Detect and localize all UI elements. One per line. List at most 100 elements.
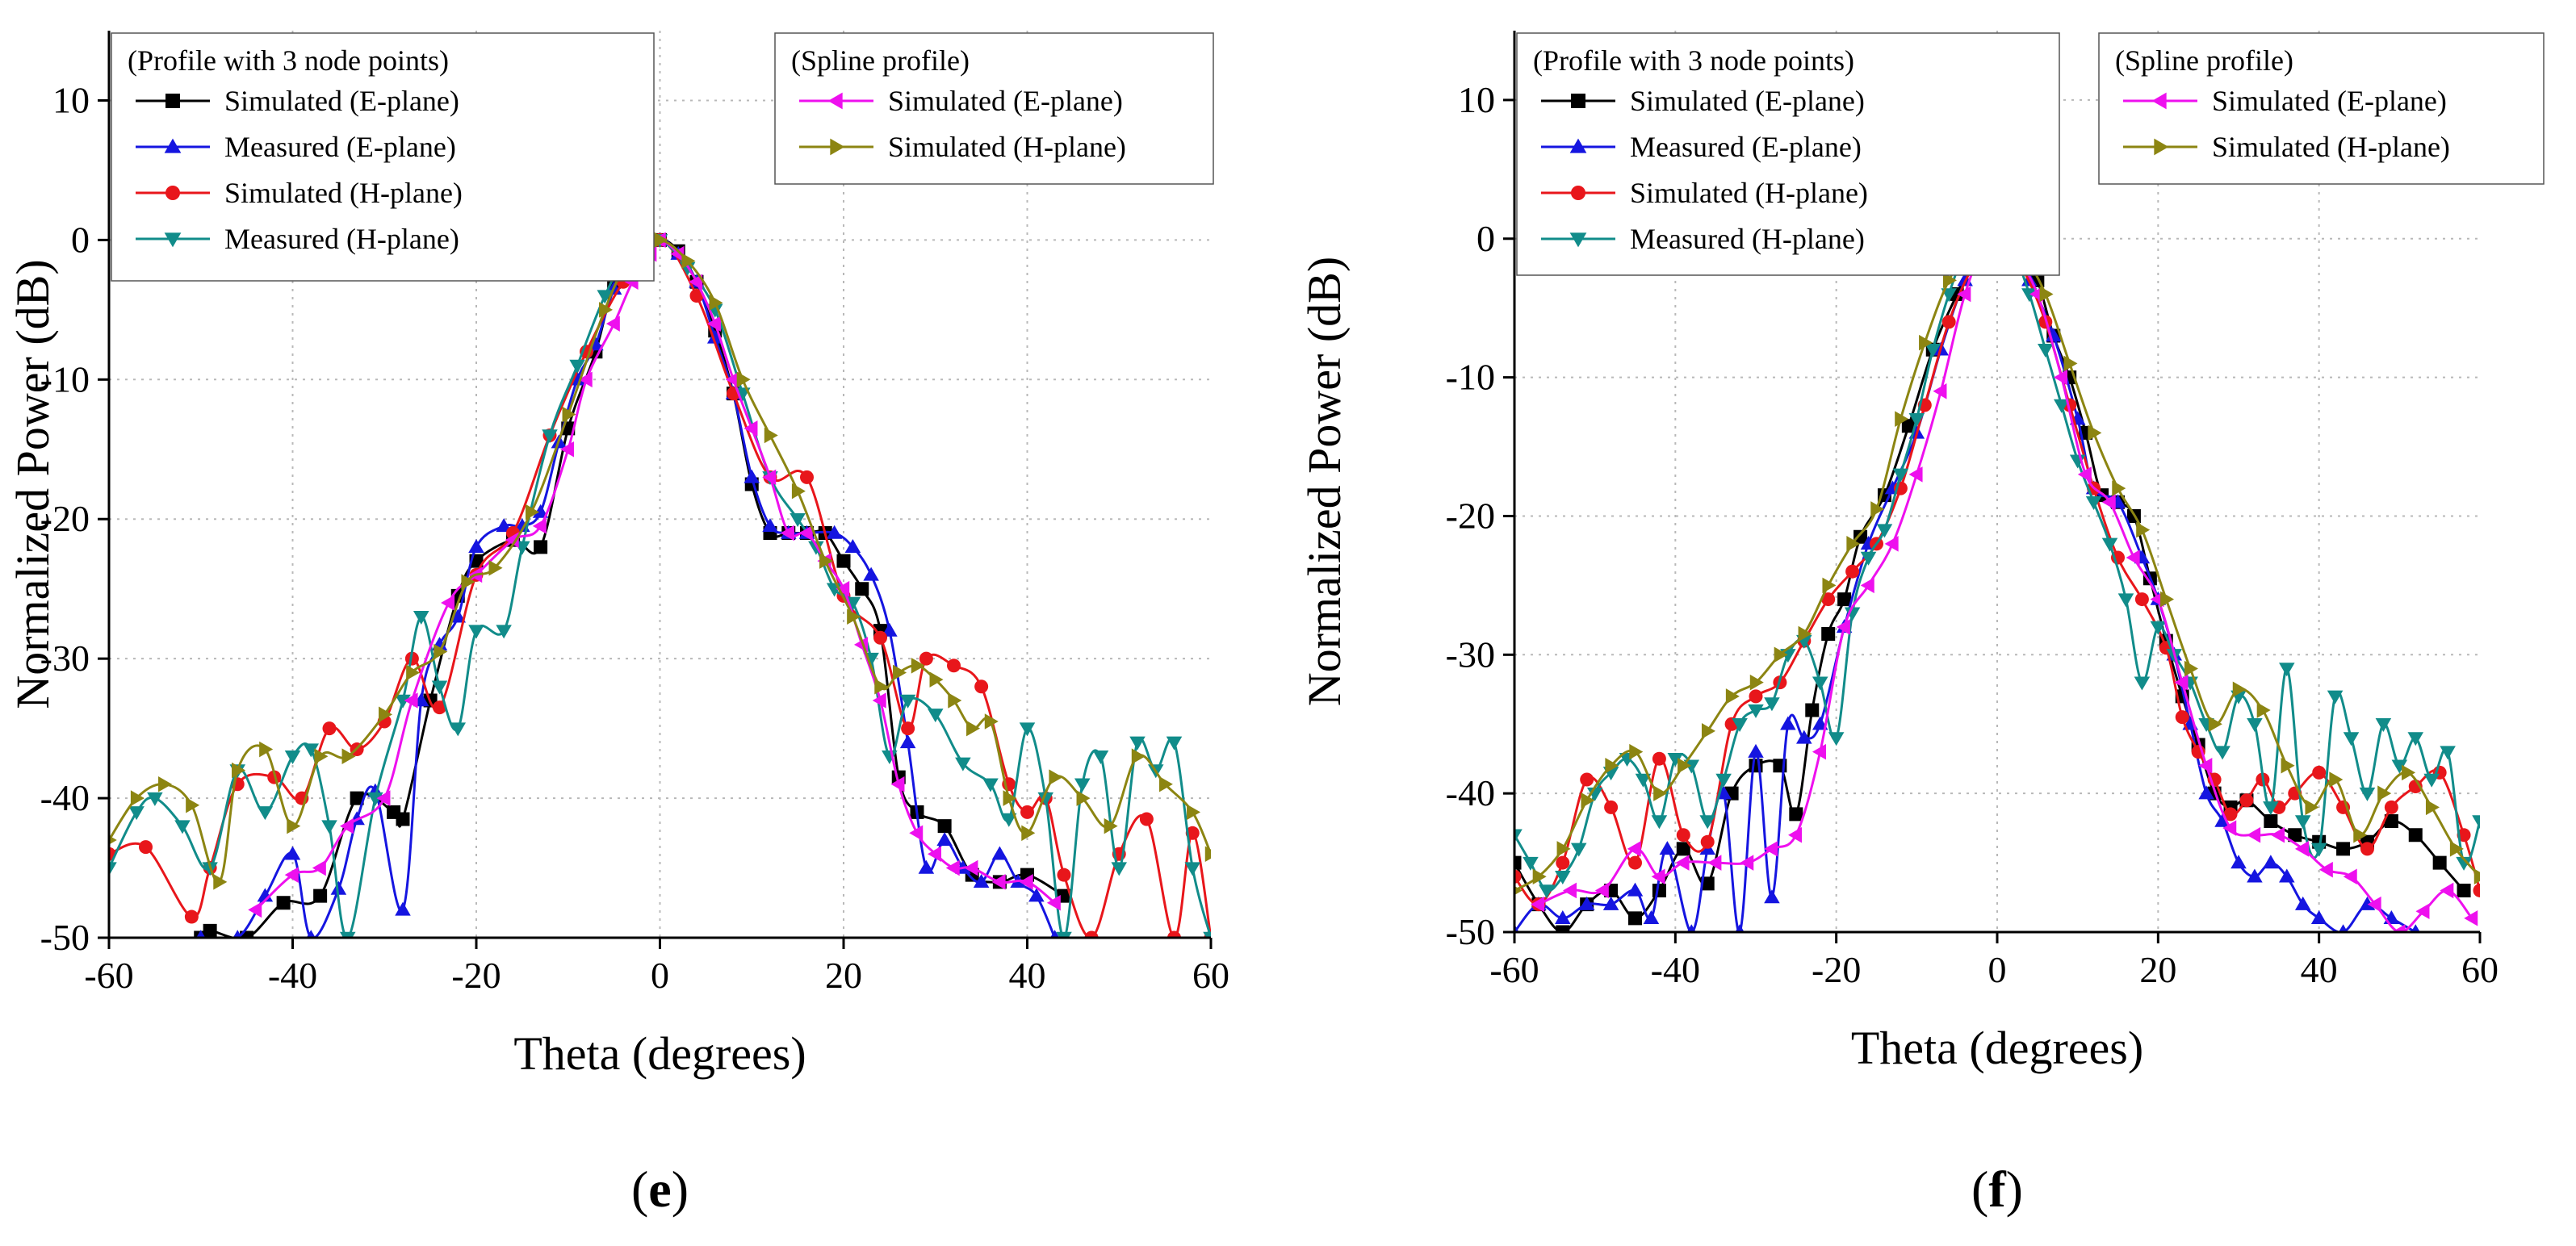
data-point (2415, 903, 2430, 919)
y-tick-label: 0 (71, 219, 90, 260)
series-line (200, 238, 1056, 938)
data-point (2310, 910, 2327, 925)
data-point (1957, 286, 1971, 303)
data-point (2391, 924, 2406, 932)
data-point (790, 513, 806, 528)
legend-swatch-marker (164, 232, 182, 248)
data-point (569, 359, 585, 374)
data-point (1651, 815, 1668, 830)
data-point (1166, 736, 1183, 751)
series-square (194, 232, 1071, 938)
data-point (1643, 910, 1660, 925)
legend-entry: Measured (E-plane) (1630, 131, 1862, 163)
data-point (2377, 785, 2392, 801)
data-point (232, 762, 246, 779)
legend-swatch-marker (1569, 232, 1587, 248)
x-tick-label: -40 (268, 955, 317, 996)
data-point (1725, 688, 1740, 705)
series-triangle-left (248, 232, 1061, 918)
data-point (1676, 828, 1690, 843)
data-point (2263, 855, 2279, 869)
data-point (874, 678, 889, 695)
legend-title: (Profile with 3 node points) (128, 44, 449, 77)
data-point (1925, 344, 1941, 358)
data-point (1748, 704, 1764, 718)
data-point (2343, 732, 2360, 746)
data-point (2329, 771, 2344, 788)
data-point (2294, 815, 2311, 830)
legend-profile-3-node: (Profile with 3 node points) Simulated (E… (111, 32, 655, 282)
legend-title: (Spline profile) (791, 44, 970, 77)
data-point (2472, 815, 2480, 830)
data-point (2384, 814, 2398, 829)
data-point (1578, 896, 1595, 910)
data-point (1798, 625, 1812, 642)
x-tick-label: 60 (1192, 955, 1229, 996)
data-point (128, 806, 145, 821)
series-triangle-down (109, 234, 1211, 938)
data-point (488, 559, 503, 576)
data-point (1111, 862, 1128, 876)
data-point (562, 406, 576, 423)
data-point (2353, 826, 2368, 843)
data-point (762, 469, 777, 486)
data-point (2281, 758, 2295, 774)
data-point (2288, 828, 2302, 843)
data-point (1908, 412, 1925, 427)
data-point (532, 504, 549, 518)
legend-entry: Simulated (H-plane) (2212, 131, 2450, 163)
data-point (1602, 896, 1619, 910)
data-point (808, 541, 824, 555)
legend-entry: Simulated (H-plane) (224, 177, 463, 209)
data-point (929, 671, 944, 688)
data-point (496, 518, 512, 533)
data-point (1659, 841, 1676, 855)
data-point (1586, 787, 1603, 801)
panel-label: (e) (631, 1160, 689, 1218)
legend-entry: Simulated (E-plane) (2212, 85, 2447, 117)
data-point (468, 539, 484, 554)
legend-swatch-marker (165, 94, 180, 108)
data-point (1828, 732, 1845, 746)
data-point (1675, 855, 1690, 871)
data-point (2063, 355, 2078, 372)
data-point (314, 748, 329, 764)
series-triangle-right (1514, 230, 2480, 896)
data-point (2279, 868, 2295, 883)
y-tick-label: -50 (1446, 911, 1495, 952)
x-tick-label: 20 (825, 955, 862, 996)
data-point (1514, 855, 1522, 870)
data-point (2425, 799, 2440, 816)
data-point (1204, 846, 1211, 863)
data-point (1129, 736, 1146, 751)
data-point (1594, 882, 1609, 899)
data-point (1701, 723, 1715, 739)
data-point (991, 846, 1008, 860)
legend-entry: Simulated (E-plane) (224, 85, 459, 117)
data-point (1203, 931, 1211, 938)
data-point (2175, 710, 2189, 725)
data-point (396, 812, 410, 826)
data-point (2160, 591, 2175, 608)
series-triangle-up (196, 232, 1060, 938)
data-point (882, 750, 898, 764)
data-point (937, 819, 952, 834)
data-point (1678, 758, 1692, 774)
data-point (1628, 911, 1642, 926)
data-point (2263, 801, 2279, 816)
x-axis-title: Theta (degrees) (1851, 1022, 2143, 1074)
data-point (232, 930, 242, 938)
data-point (184, 909, 199, 924)
data-point (1812, 676, 1828, 691)
grid-lines (1514, 31, 2480, 932)
data-point (2294, 841, 2309, 857)
data-point (1822, 577, 1837, 594)
data-point (158, 776, 173, 792)
data-point (505, 532, 519, 548)
data-point (918, 859, 935, 874)
data-point (1901, 419, 1916, 433)
data-point (599, 302, 614, 318)
data-point (689, 289, 704, 303)
data-point (836, 580, 850, 597)
data-point (284, 867, 299, 883)
